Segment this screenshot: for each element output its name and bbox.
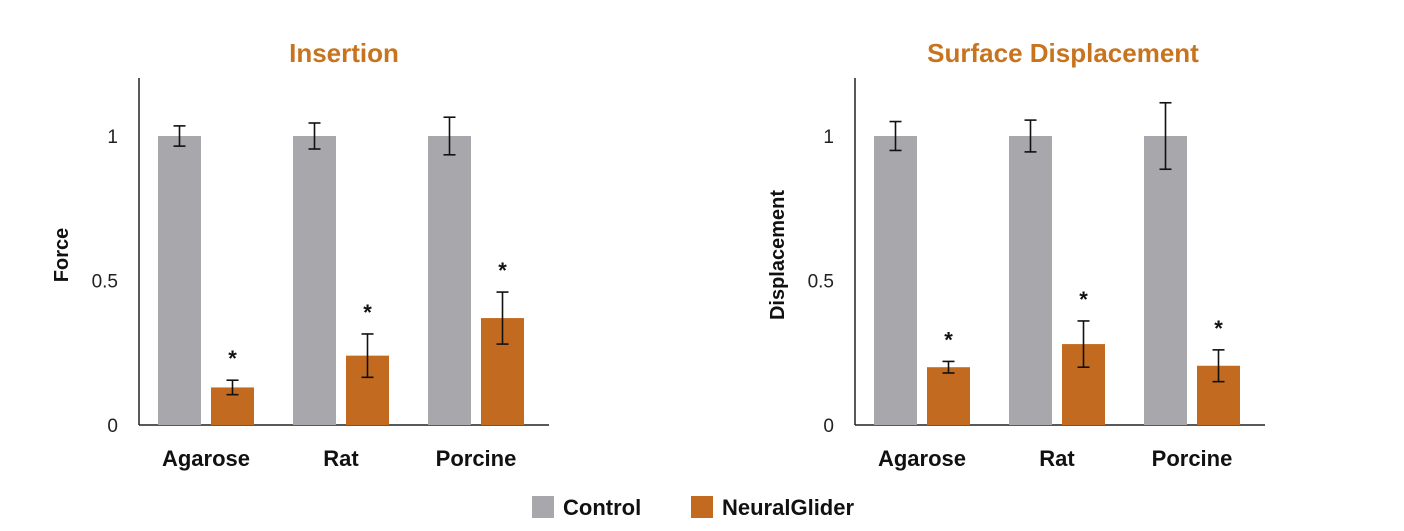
y-tick-label: 0 xyxy=(107,416,118,437)
legend-label-neuralglider: NeuralGlider xyxy=(722,495,854,520)
legend: Control NeuralGlider xyxy=(532,495,854,520)
surface-displacement-panel: Surface Displacement Displacement 0 0.5 1 * Ag… xyxy=(767,38,1265,471)
bar-control-agarose xyxy=(874,136,917,425)
chart-title: Insertion xyxy=(289,38,399,68)
chart-title: Surface Displacement xyxy=(927,38,1199,68)
bar-neuralglider-agarose xyxy=(927,367,970,425)
bar-control-porcine xyxy=(1144,136,1187,425)
category-label: Agarose xyxy=(162,446,250,471)
y-tick-label: 1 xyxy=(107,127,118,148)
legend-swatch-neuralglider xyxy=(691,496,713,518)
category-label: Rat xyxy=(323,446,359,471)
significance-star: * xyxy=(363,300,372,325)
y-axis-label: Force xyxy=(51,228,73,282)
category-label: Porcine xyxy=(1152,446,1233,471)
significance-star: * xyxy=(1079,287,1088,312)
bar-control-rat xyxy=(1009,136,1052,425)
significance-star: * xyxy=(228,346,237,371)
significance-star: * xyxy=(944,327,953,352)
bar-control-porcine xyxy=(428,136,471,425)
y-tick-label: 0.5 xyxy=(92,272,118,293)
category-label: Porcine xyxy=(436,446,517,471)
y-tick-label: 0 xyxy=(823,416,834,437)
category-label: Agarose xyxy=(878,446,966,471)
y-axis-label: Displacement xyxy=(767,190,789,320)
y-tick-label: 1 xyxy=(823,127,834,148)
significance-star: * xyxy=(1214,316,1223,341)
bar-control-rat xyxy=(293,136,336,425)
legend-swatch-control xyxy=(532,496,554,518)
significance-star: * xyxy=(498,258,507,283)
y-tick-label: 0.5 xyxy=(808,272,834,293)
legend-label-control: Control xyxy=(563,495,641,520)
insertion-panel: Insertion Force 0 0.5 1 * Agarose * Rat * Porcine xyxy=(51,38,549,471)
bar-control-agarose xyxy=(158,136,201,425)
category-label: Rat xyxy=(1039,446,1075,471)
